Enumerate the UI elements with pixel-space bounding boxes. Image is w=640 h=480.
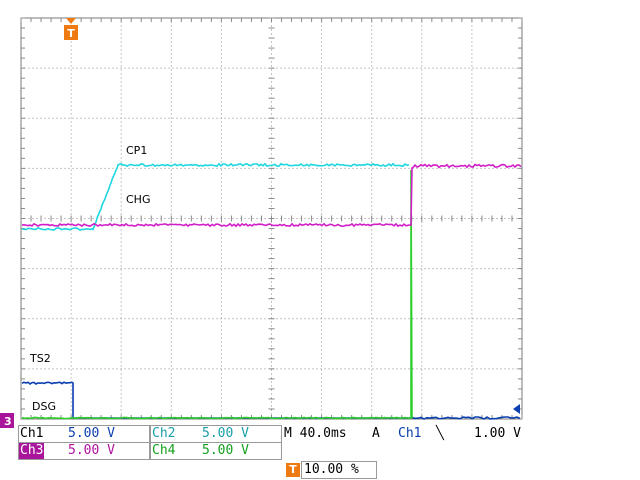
- trigger-position-marker[interactable]: T: [64, 18, 78, 40]
- trigger-slope-icon[interactable]: ╲: [436, 426, 444, 441]
- cp1-label: CP1: [126, 144, 147, 157]
- ch4-readout[interactable]: [150, 442, 282, 460]
- ch4-waveform-dsg: [21, 169, 413, 420]
- ch4-label: Ch4: [152, 443, 176, 458]
- ch3-scale: 5.00 V: [68, 443, 115, 458]
- trigger-marker-glyph: T: [67, 27, 75, 40]
- trigger-position-value: 10.00 %: [304, 462, 359, 477]
- ground-marker-glyph: 3: [4, 415, 12, 428]
- dsg-label: DSG: [32, 400, 56, 413]
- timebase-readout[interactable]: M 40.0ms: [284, 426, 347, 441]
- ts2-label: TS2: [29, 352, 51, 365]
- trigger-position-readout[interactable]: [301, 461, 377, 479]
- trigger-position-icon: T: [286, 463, 300, 477]
- trigger-level[interactable]: 1.00 V: [474, 426, 521, 441]
- ch1-label: Ch1: [20, 426, 44, 441]
- ch1-scale: 5.00 V: [68, 426, 115, 441]
- ch4-scale: 5.00 V: [202, 443, 249, 458]
- trigger-level-arrow[interactable]: [513, 404, 520, 414]
- trigger-source[interactable]: Ch1: [398, 426, 422, 441]
- trigger-mode: A: [372, 426, 380, 441]
- ch2-scale: 5.00 V: [202, 426, 249, 441]
- ch3-readout[interactable]: [18, 442, 150, 460]
- chg-label: CHG: [126, 193, 150, 206]
- ch2-waveform-cp1: [21, 162, 410, 232]
- ch2-label: Ch2: [152, 426, 176, 441]
- ch3-label: Ch3: [19, 443, 45, 459]
- ch3-ground-marker[interactable]: 3: [0, 413, 14, 428]
- ch3-waveform-chg: [21, 163, 522, 228]
